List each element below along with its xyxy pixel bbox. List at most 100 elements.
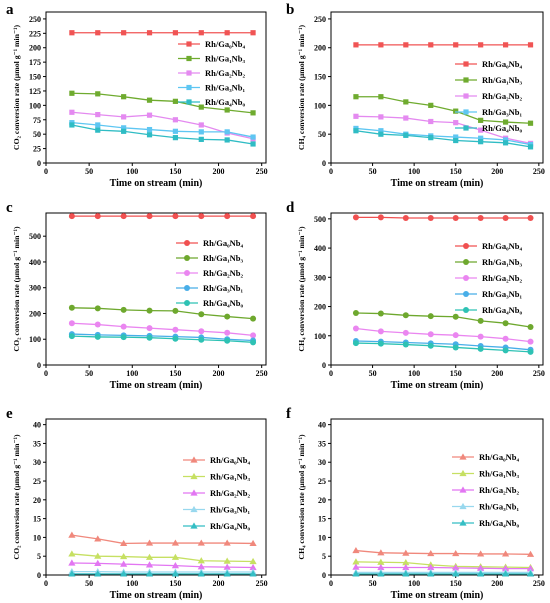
panel-label: c [6, 200, 13, 216]
series-line [71, 562, 254, 569]
series-line [71, 335, 254, 343]
x-tick-label: 50 [85, 167, 93, 176]
panel-c: c 0 50 100 150 200 250 0 100 200 300 400 500 Time on … [6, 200, 268, 391]
y-axis-label: CO₂ conversion rate (μmol g⁻¹ min⁻¹) [12, 434, 21, 560]
panel-label: b [286, 2, 294, 18]
data-point [403, 99, 409, 105]
y-tick-label: 20 [318, 496, 326, 505]
data-point [428, 118, 434, 125]
data-point [223, 570, 231, 577]
series-line [71, 553, 254, 563]
x-tick-label: 50 [369, 167, 377, 176]
legend-marker [463, 93, 469, 99]
legend-marker [184, 285, 190, 291]
data-point [502, 119, 509, 125]
panel-d: d 0 50 100 150 200 250 0 100 200 300 400 500 Time on … [286, 200, 545, 391]
series-line [355, 566, 531, 570]
series-3 [352, 325, 534, 345]
data-point [428, 135, 434, 141]
y-tick-label: 0 [37, 159, 41, 168]
data-point [69, 90, 75, 96]
data-point [502, 214, 509, 221]
legend-marker [463, 109, 469, 115]
data-point [452, 344, 459, 351]
data-point [68, 570, 76, 577]
y-tick-label: 10 [33, 533, 41, 542]
legend-label: Rh/Ga₁Nb₃ [205, 54, 246, 64]
x-tick-label: 0 [44, 579, 48, 588]
data-point [172, 117, 179, 123]
data-point [377, 558, 385, 565]
data-point [171, 570, 180, 577]
data-point [120, 539, 128, 547]
legend-marker [186, 55, 192, 62]
y-axis-label: CO₂ conversion rate (μmol g⁻¹ min⁻¹) [12, 226, 21, 352]
legend-marker [184, 270, 190, 276]
data-point [172, 128, 179, 134]
data-point [198, 129, 204, 135]
data-point [402, 341, 409, 348]
legend-marker [184, 240, 190, 246]
data-point [402, 570, 410, 577]
legend-entry: Rh/Ga₀Nb₄ [183, 455, 251, 465]
legend-entry: Rh/Ga₃Nb₁ [183, 505, 251, 515]
data-point [121, 114, 127, 120]
y-tick-label: 25 [33, 145, 41, 154]
y-tick-label: 250 [29, 15, 41, 24]
data-point [378, 131, 384, 137]
legend-entry: Rh/Ga₃Nb₁ [176, 283, 244, 293]
data-point [477, 345, 484, 352]
legend-entry: Rh/Ga₂Nb₂ [176, 268, 244, 278]
data-point [94, 570, 102, 577]
data-point [68, 304, 75, 311]
data-point [352, 309, 359, 316]
data-point [377, 310, 384, 317]
data-point [353, 113, 359, 119]
x-tick-label: 50 [85, 369, 93, 378]
y-tick-label: 30 [318, 458, 326, 467]
data-point [197, 570, 205, 577]
legend-label: Rh/Ga₁Nb₃ [482, 257, 523, 267]
legend-entry: Rh/Ga₀Nb₄ [176, 238, 244, 248]
data-point [171, 562, 180, 569]
series-line [355, 216, 531, 219]
y-tick-label: 300 [29, 284, 41, 293]
legend-entry: Rh/Ga₁Nb₃ [178, 54, 246, 64]
series-line [355, 549, 531, 555]
y-tick-label: 30 [33, 458, 41, 467]
legend-label: Rh/Ga₂Nb₂ [479, 485, 520, 495]
data-point [95, 111, 101, 118]
legend-label: Rh/Ga₁Nb₃ [482, 75, 523, 85]
data-point [172, 30, 179, 36]
legend-label: Rh/Ga₃Nb₁ [205, 83, 246, 93]
x-tick-label: 0 [44, 369, 48, 378]
x-tick-label: 200 [213, 579, 225, 588]
data-point [95, 127, 101, 133]
x-tick-label: 50 [369, 579, 377, 588]
x-tick-label: 50 [369, 369, 377, 378]
data-point [502, 140, 509, 146]
data-point [428, 42, 434, 48]
x-tick-label: 100 [408, 167, 420, 176]
x-tick-label: 150 [450, 167, 462, 176]
data-point [527, 214, 534, 221]
panel-label: e [6, 406, 13, 422]
series-2 [68, 550, 257, 565]
data-point [94, 305, 101, 312]
data-point [146, 334, 153, 341]
legend-label: Rh/Ga₃Nb₁ [210, 505, 251, 515]
series-1 [68, 531, 257, 547]
legend-label: Rh/Ga₄Nb₀ [203, 298, 244, 308]
data-point [69, 122, 75, 128]
data-point [68, 550, 76, 557]
data-point [198, 336, 205, 343]
data-point [250, 134, 256, 140]
series-line [71, 307, 254, 320]
series-line [71, 124, 254, 145]
y-tick-label: 15 [33, 515, 41, 524]
y-tick-label: 0 [37, 361, 41, 370]
legend-label: Rh/Ga₂Nb₂ [203, 268, 244, 278]
data-point [527, 348, 534, 355]
legend-label: Rh/Ga₀Nb₄ [203, 238, 244, 248]
data-point [352, 546, 360, 554]
